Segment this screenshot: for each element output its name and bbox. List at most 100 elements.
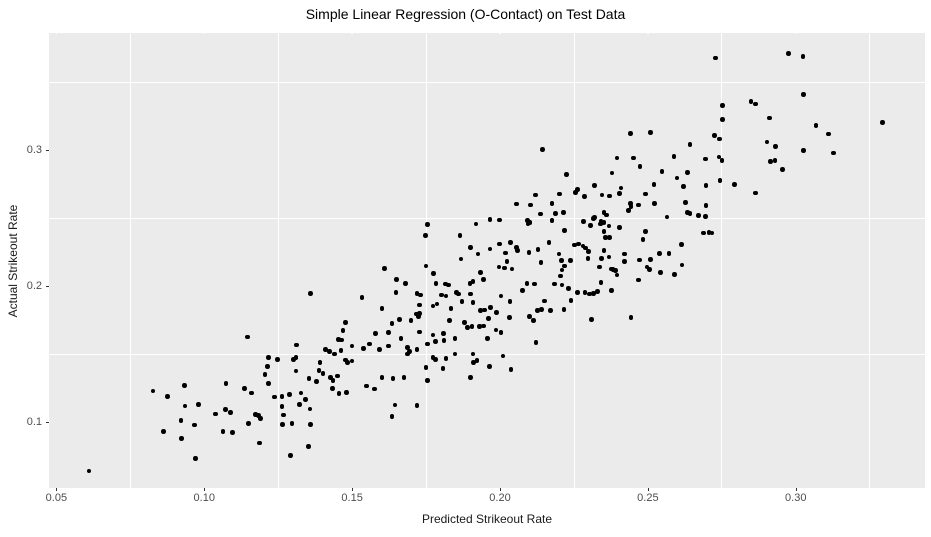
- data-point: [563, 172, 569, 177]
- data-point: [508, 240, 513, 245]
- data-point: [293, 368, 299, 374]
- data-point: [182, 403, 188, 409]
- data-point: [585, 256, 591, 261]
- data-point: [469, 324, 475, 329]
- data-point: [473, 221, 479, 227]
- data-point: [575, 290, 580, 295]
- data-point: [403, 281, 408, 286]
- data-point: [503, 250, 508, 256]
- data-point: [364, 383, 369, 389]
- y-gridline-major: [49, 149, 51, 152]
- data-point: [389, 414, 395, 419]
- data-point: [557, 191, 563, 197]
- data-point: [417, 311, 422, 316]
- data-point: [280, 422, 285, 427]
- data-point: [487, 305, 493, 310]
- data-point: [494, 310, 500, 315]
- data-point: [290, 357, 296, 362]
- data-point: [248, 390, 254, 396]
- data-point: [330, 378, 336, 383]
- y-tick-mark: [46, 150, 49, 152]
- data-point: [628, 204, 634, 209]
- data-point: [696, 213, 702, 218]
- data-point: [599, 192, 605, 198]
- data-point: [493, 327, 499, 333]
- data-point: [703, 156, 708, 162]
- data-point: [150, 388, 156, 394]
- data-point: [182, 383, 187, 388]
- data-point: [416, 314, 421, 320]
- data-point: [800, 54, 806, 59]
- data-point: [780, 167, 786, 172]
- data-point: [408, 318, 414, 323]
- data-point: [583, 245, 588, 251]
- x-gridline-minor: [277, 33, 279, 488]
- data-point: [452, 351, 458, 357]
- data-point: [414, 311, 419, 317]
- x-tick-mark: [56, 488, 58, 491]
- data-point: [609, 170, 615, 176]
- data-point: [601, 248, 607, 253]
- data-point: [223, 406, 228, 412]
- data-point: [470, 351, 476, 357]
- data-point: [485, 336, 490, 341]
- data-point: [349, 358, 355, 364]
- data-point: [280, 412, 286, 418]
- data-point: [561, 307, 567, 312]
- x-tick-label: 0.10: [193, 492, 215, 504]
- data-point: [508, 366, 514, 372]
- data-point: [553, 211, 558, 216]
- data-point: [317, 360, 323, 365]
- data-point: [344, 390, 349, 396]
- data-point: [626, 208, 631, 213]
- data-point: [196, 402, 201, 407]
- data-point: [651, 182, 657, 187]
- data-point: [509, 266, 515, 272]
- data-point: [452, 336, 458, 341]
- data-point: [478, 270, 484, 276]
- data-point: [223, 380, 229, 386]
- data-point: [161, 429, 167, 434]
- x-tick-label: 0.15: [341, 492, 363, 504]
- data-point: [647, 267, 652, 272]
- data-point: [527, 314, 532, 320]
- data-point: [542, 298, 547, 304]
- data-point: [379, 375, 385, 380]
- data-point: [575, 187, 581, 193]
- data-point: [470, 279, 476, 284]
- data-point: [599, 256, 605, 261]
- data-point: [825, 131, 831, 137]
- data-point: [587, 223, 593, 229]
- data-point: [587, 291, 592, 297]
- data-point: [322, 347, 328, 352]
- data-point: [265, 364, 270, 369]
- data-point: [601, 210, 607, 215]
- data-point: [589, 317, 594, 322]
- data-point: [679, 242, 684, 248]
- data-point: [559, 267, 565, 273]
- data-point: [621, 259, 627, 265]
- data-point: [335, 373, 340, 379]
- data-point: [614, 155, 620, 161]
- data-point: [533, 340, 539, 345]
- x-gridline-major: [647, 33, 649, 35]
- data-point: [447, 318, 452, 323]
- data-point: [558, 273, 563, 279]
- data-point: [558, 258, 564, 263]
- data-point: [572, 242, 577, 248]
- data-point: [597, 221, 603, 227]
- data-point: [279, 404, 285, 410]
- data-point: [604, 212, 609, 218]
- data-point: [431, 271, 436, 276]
- data-point: [330, 386, 335, 391]
- data-point: [507, 315, 512, 320]
- x-tick-mark: [795, 488, 797, 491]
- data-point: [753, 101, 758, 107]
- data-point: [386, 330, 391, 336]
- data-point: [405, 345, 410, 350]
- data-point: [502, 265, 507, 271]
- data-point: [486, 316, 491, 321]
- data-point: [531, 318, 536, 323]
- data-point: [434, 301, 440, 307]
- y-gridline-minor: [49, 353, 925, 355]
